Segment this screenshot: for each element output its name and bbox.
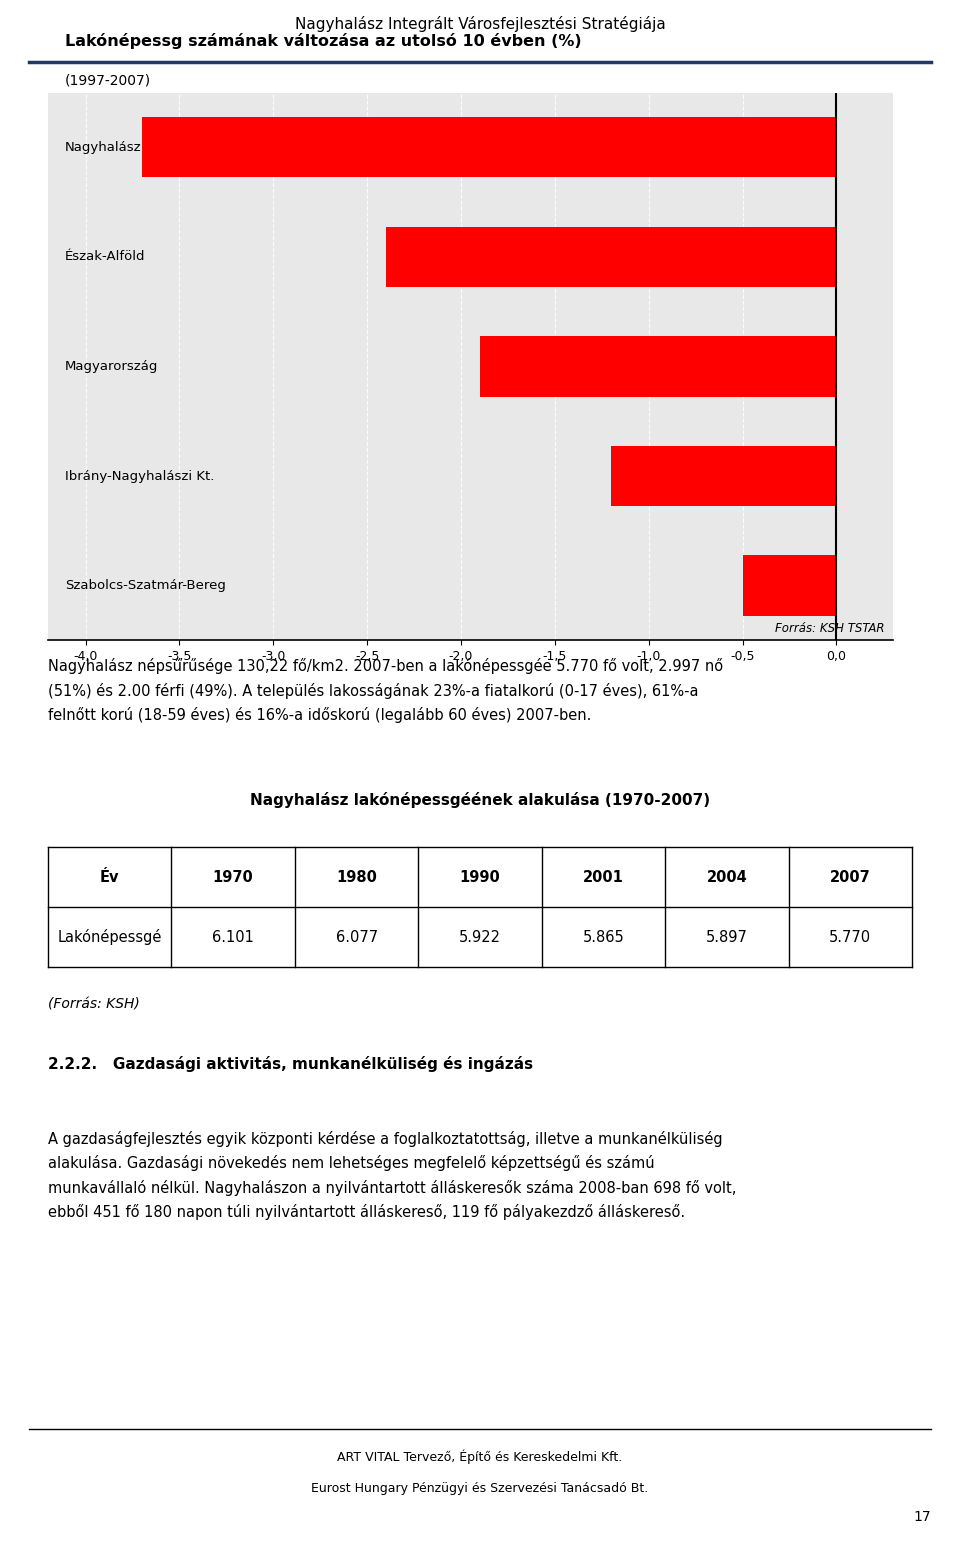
Text: Magyarország: Magyarország	[65, 360, 158, 373]
Text: Eurost Hungary Pénzügyi és Szervezési Tanácsadó Bt.: Eurost Hungary Pénzügyi és Szervezési Ta…	[311, 1483, 649, 1495]
Text: 5.770: 5.770	[829, 930, 872, 944]
Text: (1997-2007): (1997-2007)	[65, 73, 151, 86]
Text: Nagyhalász: Nagyhalász	[65, 140, 141, 154]
Bar	[612, 446, 836, 506]
Text: 1980: 1980	[336, 870, 377, 884]
Bar	[142, 117, 836, 177]
Text: 2001: 2001	[583, 870, 624, 884]
Text: Lakónépessg számának változása az utolsó 10 évben (%): Lakónépessg számának változása az utolsó…	[65, 32, 582, 49]
Text: Forrás: KSH TSTAR: Forrás: KSH TSTAR	[775, 622, 884, 634]
Text: 2007: 2007	[829, 870, 871, 884]
Text: Nagyhalász lakónépessgéének alakulása (1970-2007): Nagyhalász lakónépessgéének alakulása (1…	[250, 792, 710, 807]
Text: 1990: 1990	[460, 870, 500, 884]
Text: (Forrás: KSH): (Forrás: KSH)	[48, 997, 140, 1012]
Bar	[386, 227, 836, 287]
Text: 6.077: 6.077	[335, 930, 377, 944]
Text: Nagyhalász népsűrűsége 130,22 fő/km2. 2007-ben a lakónépessgée 5.770 fő volt, 2.: Nagyhalász népsűrűsége 130,22 fő/km2. 20…	[48, 657, 723, 724]
Text: 17: 17	[914, 1509, 931, 1524]
Text: 6.101: 6.101	[212, 930, 254, 944]
Bar	[743, 555, 836, 616]
Text: 2004: 2004	[707, 870, 747, 884]
Bar	[480, 336, 836, 397]
Text: Észak-Alföld: Észak-Alföld	[65, 250, 145, 264]
Text: Év: Év	[100, 870, 119, 884]
Text: Lakónépessgé: Lakónépessgé	[58, 929, 162, 946]
Text: 2.2.2.   Gazdasági aktivitás, munkanélküliség és ingázás: 2.2.2. Gazdasági aktivitás, munkanélküli…	[48, 1055, 533, 1071]
Text: A gazdaságfejlesztés egyik központi kérdése a foglalkoztatottság, illetve a munk: A gazdaságfejlesztés egyik központi kérd…	[48, 1131, 736, 1221]
Text: Szabolcs-Szatmár-Bereg: Szabolcs-Szatmár-Bereg	[65, 579, 226, 593]
Text: 5.897: 5.897	[706, 930, 748, 944]
Text: Ibrány-Nagyhalászi Kt.: Ibrány-Nagyhalászi Kt.	[65, 469, 214, 483]
Text: Nagyhalász Integrált Városfejlesztési Stratégiája: Nagyhalász Integrált Városfejlesztési St…	[295, 15, 665, 32]
Text: 5.865: 5.865	[583, 930, 624, 944]
Text: 5.922: 5.922	[459, 930, 501, 944]
Text: 1970: 1970	[213, 870, 253, 884]
Text: ART VITAL Tervező, Építő és Kereskedelmi Kft.: ART VITAL Tervező, Építő és Kereskedelmi…	[337, 1449, 623, 1464]
